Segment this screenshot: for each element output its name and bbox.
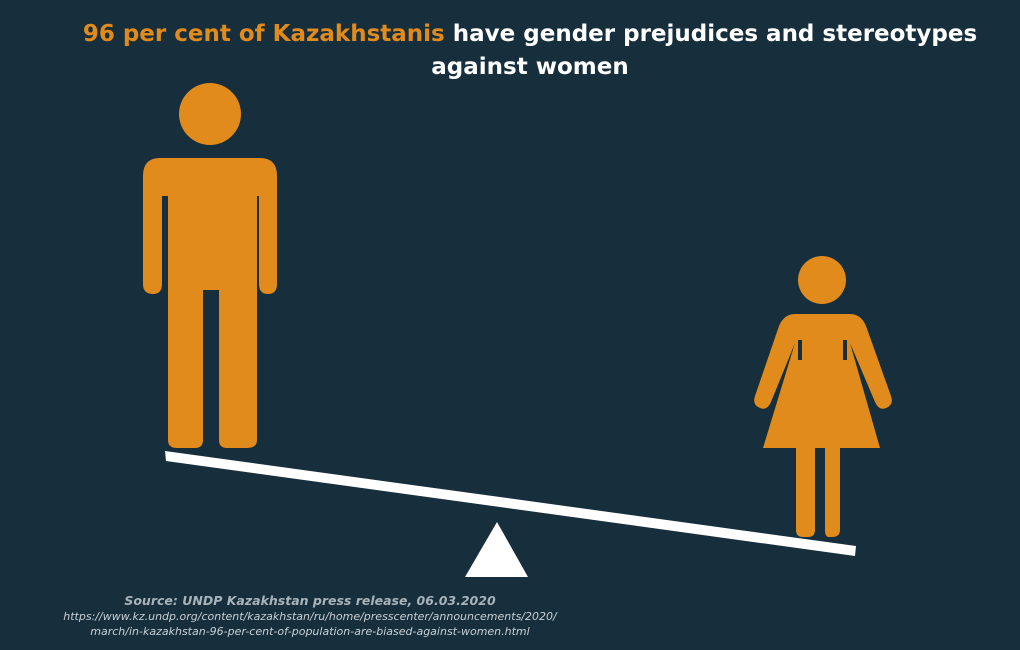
source-url-line2: march/in-kazakhstan-96-per-cent-of-popul… [90,625,530,638]
source-citation: Source: UNDP Kazakhstan press release, 0… [20,592,600,639]
seesaw-beam [165,451,856,556]
man-figure-icon [143,83,277,448]
headline-highlight: 96 per cent of Kazakhstanis [82,21,445,47]
source-title: Source: UNDP Kazakhstan press release, 0… [124,593,496,608]
headline-line2: against women [431,54,629,80]
headline-rest: have gender prejudices and stereotypes [444,21,978,47]
source-url-line1: https://www.kz.undp.org/content/kazakhst… [63,610,557,623]
headline: 96 per cent of Kazakhstanis have gender … [80,18,980,84]
woman-figure-icon [754,256,892,537]
triangle-fulcrum-icon [465,522,528,577]
